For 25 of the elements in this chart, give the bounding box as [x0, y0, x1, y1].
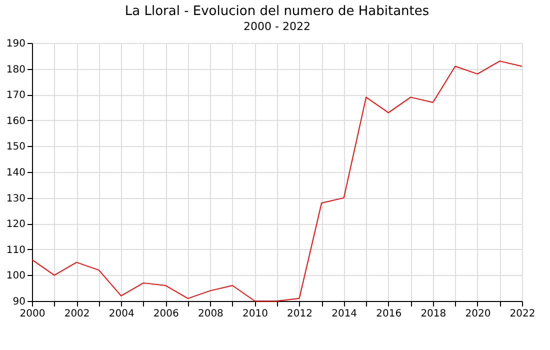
x-tick-label: 2010 — [242, 308, 268, 320]
chart-title: La Lloral - Evolucion del numero de Habitantes — [124, 4, 430, 19]
y-tick-label: 160 — [6, 116, 26, 127]
y-tick-label: 90 — [12, 296, 26, 308]
x-tick-label: 2004 — [108, 308, 134, 320]
chart-subtitle: 2000 - 2022 — [244, 20, 310, 33]
x-tick-label: 2012 — [287, 308, 312, 320]
y-tick-label: 190 — [6, 38, 26, 50]
x-tick-label: 2016 — [376, 308, 402, 320]
y-tick-label: 110 — [6, 244, 26, 256]
x-tick-label: 2018 — [420, 308, 446, 320]
x-tick-label: 2022 — [510, 308, 536, 320]
x-tick-label: 2020 — [465, 308, 491, 320]
y-tick-label: 170 — [6, 90, 26, 102]
y-tick-label: 150 — [6, 142, 26, 153]
y-tick-label: 100 — [6, 270, 26, 282]
y-tick-label: 120 — [6, 219, 26, 230]
y-tick-label: 180 — [6, 64, 26, 76]
x-tick-label: 2002 — [64, 308, 90, 320]
y-tick-label: 140 — [6, 168, 26, 178]
y-tick-label: 130 — [6, 193, 26, 204]
x-tick-label: 2000 — [20, 308, 46, 320]
x-tick-label: 2008 — [198, 308, 224, 320]
x-tick-label: 2006 — [153, 308, 179, 320]
x-tick-label: 2014 — [332, 308, 358, 320]
